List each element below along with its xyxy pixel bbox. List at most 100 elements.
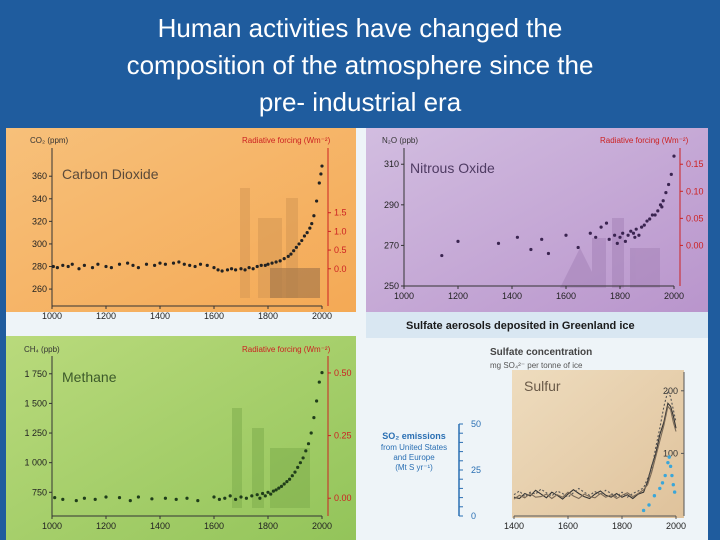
ch4-x-tick-label: 1600: [204, 521, 224, 531]
n2o-data-point: [629, 229, 633, 233]
so2-emission-point: [672, 490, 677, 494]
co2-data-point: [212, 266, 216, 270]
n2o-data-point: [618, 235, 622, 239]
so2-label-line-1: SO₂ emissions: [382, 431, 446, 441]
n2o-forcing-tick-label: 0.00: [686, 240, 704, 250]
ch4-data-point: [258, 496, 262, 500]
so2-emission-point: [641, 508, 646, 513]
co2-data-point: [300, 238, 304, 243]
ch4-data-point: [312, 416, 316, 420]
ch4-data-point: [53, 496, 57, 500]
ch4-chart: 1 750 1 500 1 250 1 000 750 1000 1200 1400 1600 1…: [24, 356, 352, 531]
n2o-data-point: [637, 233, 641, 237]
ch4-data-point: [263, 494, 267, 498]
so2-emission-point: [671, 483, 675, 487]
co2-x-tick-label: 2000: [312, 311, 332, 321]
n2o-data-point: [648, 217, 652, 221]
n2o-data-point: [440, 253, 444, 258]
co2-forcing-tick-label: 1.5: [334, 208, 347, 218]
sulfur-y-tick-label: 200: [663, 386, 678, 396]
sulfur-series-line: [513, 405, 677, 500]
co2-data-point: [234, 268, 238, 272]
co2-data-point: [302, 234, 307, 238]
ch4-data-point: [250, 494, 254, 498]
ch4-data-point: [228, 494, 232, 498]
slide-title-line-1: Human activities have changed the: [157, 13, 563, 43]
slide-title: Human activities have changed the compos…: [0, 10, 720, 121]
co2-data-point: [282, 257, 286, 261]
co2-data-point: [289, 252, 293, 256]
n2o-data-point: [664, 191, 668, 195]
sulfur-header: Sulfate aerosols deposited in Greenland …: [406, 320, 635, 332]
co2-data-point: [182, 262, 186, 266]
co2-data-point: [270, 261, 274, 265]
sulfur-y-tick-label: 100: [663, 448, 678, 458]
ch4-data-point: [217, 497, 221, 502]
ch4-y-tick-label: 750: [32, 487, 47, 497]
ch4-data-point: [301, 456, 305, 460]
co2-data-point: [251, 267, 255, 271]
co2-data-point: [70, 262, 74, 266]
co2-data-point: [131, 263, 135, 267]
sulfur-x-tick-label: 2000: [666, 521, 686, 531]
ch4-data-point: [255, 493, 259, 497]
so2-emission-point: [668, 464, 673, 469]
ch4-y-tick-label: 1 000: [24, 458, 47, 468]
co2-data-point: [305, 231, 309, 235]
co2-forcing-tick-label: 0.0: [334, 264, 347, 274]
co2-data-point: [104, 264, 108, 269]
ch4-data-point: [293, 470, 297, 474]
ch4-data-point: [74, 498, 78, 503]
n2o-forcing-label: Radiative forcing (Wm⁻²): [600, 136, 689, 145]
co2-industry-illustration: [240, 188, 320, 298]
sulfur-header-band: [366, 312, 708, 338]
ch4-data-point: [277, 486, 281, 490]
ch4-y-tick-label: 1 250: [24, 428, 47, 438]
n2o-y-tick-label: 250: [384, 281, 399, 291]
co2-data-point: [229, 267, 234, 271]
n2o-data-point: [621, 231, 625, 235]
co2-data-point: [292, 249, 296, 253]
so2-emission-point: [658, 486, 662, 491]
so2-emission-point: [667, 455, 671, 459]
co2-data-point: [294, 245, 298, 249]
ch4-data-point: [244, 496, 248, 500]
co2-data-point: [286, 254, 290, 258]
n2o-x-tick-label: 1400: [502, 291, 522, 301]
ch4-data-point: [309, 431, 313, 435]
co2-data-point: [51, 264, 55, 269]
so2-tick-label: 50: [471, 419, 481, 429]
co2-y-tick-label: 360: [32, 171, 47, 181]
n2o-panel-title: Nitrous Oxide: [410, 160, 495, 176]
ch4-x-tick-label: 1400: [150, 521, 170, 531]
co2-data-point: [319, 172, 323, 176]
ch4-data-point: [196, 498, 200, 503]
n2o-x-tick-label: 1200: [448, 291, 468, 301]
ch4-data-point: [93, 497, 97, 502]
n2o-data-point: [661, 199, 665, 203]
sulfur-series-line: [513, 389, 677, 498]
ch4-data-point: [304, 449, 308, 453]
co2-x-tick-label: 1800: [258, 311, 278, 321]
n2o-data-point: [634, 227, 638, 231]
co2-data-point: [163, 262, 167, 266]
n2o-data-point: [588, 231, 592, 235]
so2-tick-label: 0: [471, 511, 476, 521]
co2-data-point: [177, 260, 181, 264]
co2-x-tick-label: 1000: [42, 311, 62, 321]
co2-data-point: [188, 263, 192, 267]
n2o-data-point: [496, 241, 501, 245]
n2o-data-point: [672, 154, 676, 158]
n2o-farm-illustration: [560, 218, 660, 288]
n2o-data-point: [546, 251, 551, 256]
co2-x-tick-label: 1600: [204, 311, 224, 321]
ch4-data-point: [239, 495, 243, 499]
n2o-axis-label: N₂O (ppb): [382, 136, 418, 145]
n2o-y-tick-label: 290: [384, 200, 399, 210]
co2-data-point: [239, 267, 243, 271]
ch4-panel: [6, 336, 356, 540]
so2-emission-point: [670, 473, 674, 478]
co2-data-point: [317, 181, 321, 185]
co2-data-point: [315, 199, 319, 203]
